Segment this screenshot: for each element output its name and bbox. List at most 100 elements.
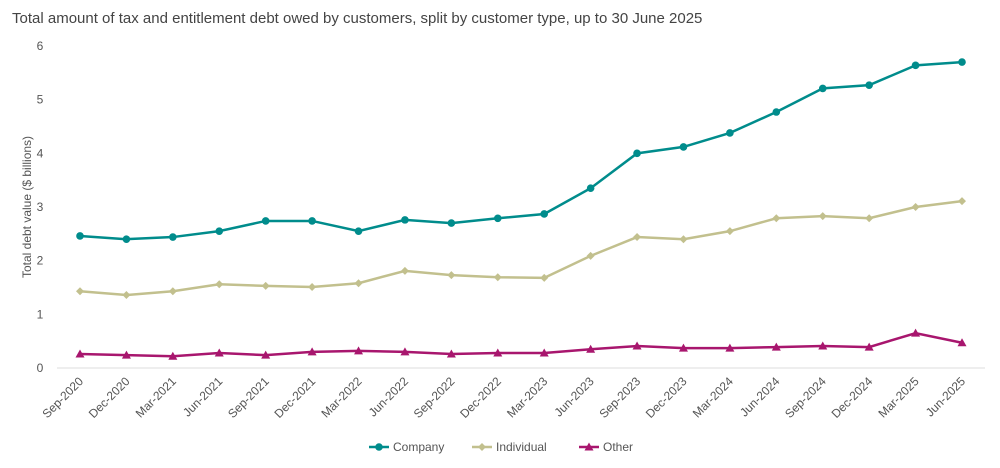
legend-label: Individual: [496, 440, 547, 454]
x-tick-label: Sep-2024: [782, 374, 829, 421]
data-point: [168, 287, 177, 296]
y-tick-label: 0: [37, 361, 44, 375]
y-tick-label: 5: [37, 93, 44, 107]
x-tick-label: Jun-2022: [366, 374, 412, 420]
x-tick-label: Mar-2024: [690, 374, 736, 420]
data-point: [169, 233, 177, 241]
data-point: [261, 350, 271, 359]
data-point: [540, 210, 549, 218]
data-point: [679, 235, 688, 244]
x-tick-label: Mar-2021: [133, 374, 179, 420]
data-point: [400, 266, 409, 275]
data-point: [540, 273, 549, 282]
data-point: [121, 350, 131, 359]
x-tick-label: Dec-2020: [86, 374, 133, 421]
data-point: [76, 232, 84, 240]
x-tick-label: Jun-2025: [923, 374, 969, 420]
x-tick-label: Jun-2023: [551, 374, 597, 420]
data-point: [308, 217, 316, 225]
data-point: [354, 279, 363, 288]
data-point: [447, 271, 456, 280]
data-point: [865, 81, 873, 89]
data-point: [215, 227, 224, 235]
data-point: [401, 216, 409, 224]
y-tick-label: 6: [37, 39, 44, 53]
x-tick-label: Sep-2020: [39, 374, 86, 421]
x-tick-label: Mar-2022: [318, 374, 364, 420]
data-point: [771, 342, 781, 351]
data-point: [957, 338, 967, 347]
data-point: [75, 349, 85, 358]
y-tick-label: 2: [37, 254, 44, 268]
data-point: [911, 328, 921, 337]
data-point: [215, 280, 224, 289]
data-point: [818, 341, 828, 350]
data-point: [633, 233, 642, 242]
data-point: [493, 348, 503, 357]
chart-title: Total amount of tax and entitlement debt…: [12, 10, 703, 27]
y-axis-label: Total debt value ($ billions): [20, 136, 34, 278]
data-point: [586, 344, 596, 353]
data-point: [726, 129, 734, 137]
legend-marker: [584, 442, 594, 451]
x-tick-label: Dec-2023: [643, 374, 690, 421]
data-point: [632, 341, 642, 350]
data-point: [725, 227, 734, 236]
data-point: [911, 61, 920, 70]
y-tick-label: 1: [37, 307, 44, 321]
data-point: [633, 149, 641, 158]
x-tick-label: Jun-2021: [180, 374, 226, 420]
data-point: [307, 347, 317, 356]
data-point: [678, 343, 688, 352]
data-point: [864, 342, 874, 351]
data-point: [168, 351, 178, 360]
data-point: [261, 281, 270, 290]
data-point: [539, 348, 549, 357]
data-point: [261, 217, 270, 225]
x-tick-label: Dec-2024: [829, 374, 876, 421]
legend-label: Other: [603, 440, 633, 454]
data-point: [76, 287, 84, 296]
data-point: [958, 197, 966, 206]
data-point: [122, 235, 131, 243]
x-tick-label: Mar-2023: [504, 374, 550, 420]
data-point: [818, 212, 827, 221]
data-point: [400, 347, 410, 356]
x-tick-label: Mar-2025: [875, 374, 921, 420]
legend-marker: [375, 443, 383, 451]
data-point: [493, 214, 502, 223]
data-point: [725, 343, 735, 352]
legend-marker: [478, 443, 486, 451]
data-point: [679, 143, 688, 151]
y-tick-label: 4: [37, 146, 44, 160]
data-point: [586, 184, 595, 193]
data-point: [446, 349, 456, 358]
data-point: [865, 214, 874, 223]
data-point: [447, 219, 456, 227]
legend-label: Company: [393, 440, 444, 454]
data-point: [308, 282, 317, 291]
data-point: [214, 348, 224, 357]
x-tick-label: Sep-2023: [596, 374, 643, 421]
data-point: [772, 108, 781, 116]
x-tick-label: Dec-2021: [272, 374, 319, 421]
data-point: [958, 58, 966, 66]
data-point: [493, 273, 502, 282]
x-tick-label: Jun-2024: [737, 374, 783, 420]
data-point: [122, 291, 131, 300]
x-tick-label: Sep-2021: [225, 374, 272, 421]
data-point: [354, 346, 364, 355]
x-tick-label: Sep-2022: [411, 374, 458, 421]
series-line-individual: [79, 199, 963, 297]
data-point: [911, 203, 920, 211]
series-line-company: [79, 60, 963, 241]
y-tick-label: 3: [37, 200, 44, 214]
data-point: [586, 251, 595, 260]
data-point: [818, 84, 827, 93]
series-line-other: [79, 331, 963, 358]
data-point: [772, 214, 781, 223]
x-tick-label: Dec-2022: [457, 374, 504, 421]
data-point: [354, 227, 363, 235]
